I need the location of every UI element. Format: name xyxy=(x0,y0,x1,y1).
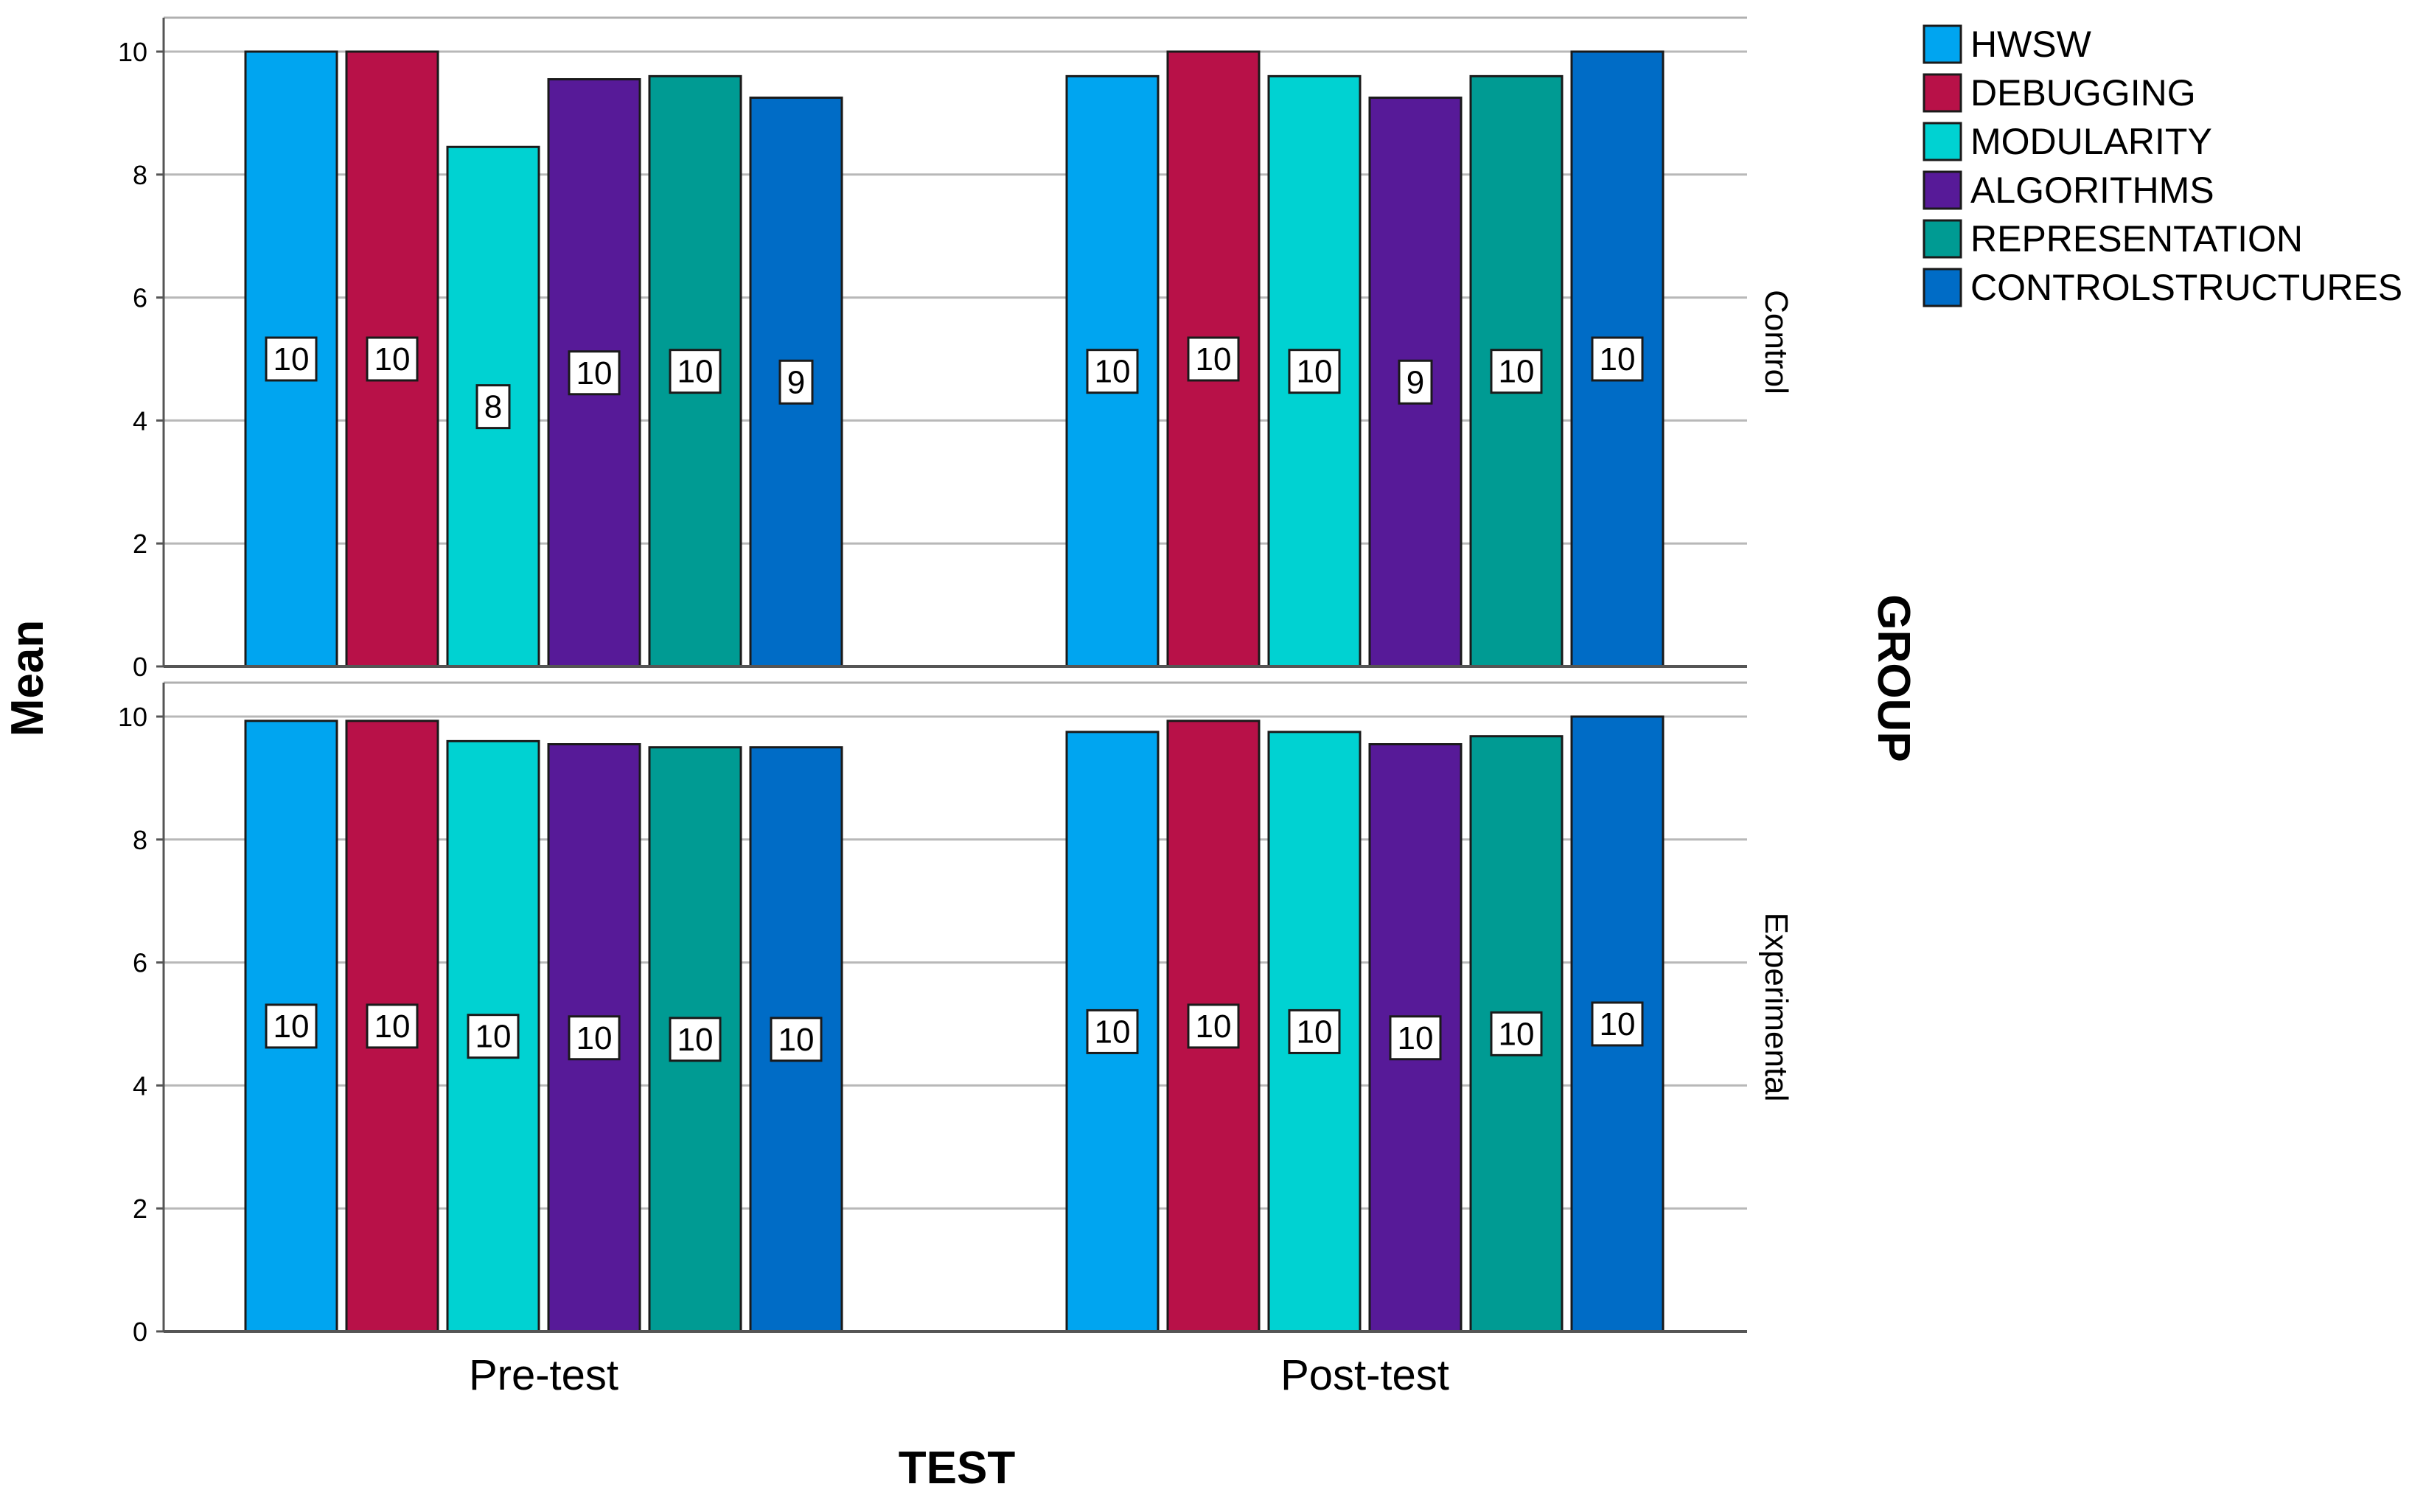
data-label: 10 xyxy=(1600,341,1636,377)
facet-label-control: Control xyxy=(1758,290,1794,394)
data-label: 10 xyxy=(1095,354,1131,390)
data-label-box xyxy=(1086,349,1139,394)
y-axis-title: Mean xyxy=(2,620,53,736)
legend-swatch-algorithms xyxy=(1923,170,1962,210)
panel-experimental: 0 2 4 6 8 10 10 10 10 10 10 10 10 10 10 10 10 10 Experimen… xyxy=(118,681,1794,1347)
data-label-box xyxy=(1288,349,1341,394)
data-label: 10 xyxy=(374,1008,411,1045)
legend-swatch-debugging xyxy=(1923,73,1962,113)
legend: HWSW DEBUGGING MODULARITY ALGORITHMS REPRESE… xyxy=(1923,24,2402,308)
legend-swatch-representation xyxy=(1923,219,1962,259)
data-label-box xyxy=(467,1014,520,1059)
data-label: 10 xyxy=(1297,1014,1333,1050)
data-label: 10 xyxy=(475,1019,512,1055)
data-label: 10 xyxy=(1095,1014,1131,1050)
data-label: 10 xyxy=(1600,1006,1636,1042)
data-label-box xyxy=(475,384,511,430)
data-label-box xyxy=(1490,1011,1543,1056)
y-tick-label: 2 xyxy=(133,529,147,559)
data-label-box xyxy=(770,1017,823,1062)
y-tick-label: 10 xyxy=(118,37,147,67)
data-label: 10 xyxy=(273,341,310,377)
data-label-box xyxy=(1398,359,1433,405)
data-label: 10 xyxy=(1196,1008,1232,1045)
y-tick-label: 4 xyxy=(133,1070,147,1101)
y-tick-label: 0 xyxy=(133,1317,147,1347)
legend-label-modularity: MODULARITY xyxy=(1970,121,2212,162)
legend-label-controlstructures: CONTROLSTRUCTURES xyxy=(1970,267,2402,308)
x-category-label: Post-test xyxy=(1280,1351,1449,1399)
data-label-box xyxy=(568,350,621,396)
x-axis-title: TEST xyxy=(899,1443,1016,1494)
y-tick-label: 4 xyxy=(133,405,147,436)
data-label: 9 xyxy=(1407,364,1424,400)
y-tick-label: 6 xyxy=(133,283,147,313)
data-label: 10 xyxy=(1499,354,1535,390)
data-label-box xyxy=(366,336,419,382)
data-label-box xyxy=(366,1003,419,1049)
data-label-box xyxy=(1591,1001,1644,1047)
data-label: 10 xyxy=(677,354,714,390)
y-tick-label: 0 xyxy=(133,652,147,682)
data-label-box xyxy=(265,1003,318,1049)
data-label: 10 xyxy=(1196,341,1232,377)
panel-control: 0 2 4 6 8 10 10 10 8 10 10 9 10 10 10 9 10 10 Control xyxy=(118,16,1794,682)
data-label-box xyxy=(778,359,814,405)
data-label: 10 xyxy=(374,341,411,377)
data-label-box xyxy=(265,336,318,382)
legend-swatch-controlstructures xyxy=(1923,268,1962,307)
data-label-box xyxy=(1591,336,1644,382)
legend-label-representation: REPRESENTATION xyxy=(1970,218,2303,259)
data-label-box xyxy=(568,1015,621,1061)
y-tick-label: 6 xyxy=(133,948,147,978)
data-label: 10 xyxy=(576,355,613,391)
legend-swatch-hwsw xyxy=(1923,24,1962,64)
chart-panels: 0 2 4 6 8 10 10 10 8 10 10 9 10 10 10 9 10 10 Control 0 2 4 6 8… xyxy=(118,16,1794,1399)
data-label: 9 xyxy=(787,364,805,400)
y-tick-label: 10 xyxy=(118,702,147,732)
data-label-box xyxy=(1288,1008,1341,1054)
data-label: 10 xyxy=(576,1020,613,1056)
data-label-box xyxy=(1187,336,1240,382)
y-tick-label: 2 xyxy=(133,1194,147,1224)
legend-swatch-modularity xyxy=(1923,122,1962,161)
data-label-box xyxy=(1389,1015,1442,1061)
group-facet-title: GROUP xyxy=(1868,594,1919,762)
x-category-label: Pre-test xyxy=(469,1351,618,1399)
legend-label-debugging: DEBUGGING xyxy=(1970,72,2196,114)
bar-controlstructures-pretest-control xyxy=(749,97,843,668)
data-label-box xyxy=(1187,1003,1240,1049)
data-label: 10 xyxy=(778,1022,815,1058)
legend-label-hwsw: HWSW xyxy=(1970,24,2092,65)
data-label-box xyxy=(1086,1008,1139,1054)
data-label-box xyxy=(669,349,722,394)
data-label: 10 xyxy=(1297,354,1333,390)
legend-label-algorithms: ALGORITHMS xyxy=(1970,170,2214,211)
data-label: 10 xyxy=(273,1008,310,1045)
data-label-box xyxy=(669,1017,722,1062)
y-tick-label: 8 xyxy=(133,160,147,190)
facet-label-experimental: Experimental xyxy=(1758,913,1794,1102)
bar-algorithms-posttest-control xyxy=(1368,97,1463,668)
data-label: 10 xyxy=(1398,1020,1434,1056)
y-tick-label: 8 xyxy=(133,825,147,855)
data-label: 10 xyxy=(1499,1016,1535,1052)
data-label-box xyxy=(1490,349,1543,394)
data-label: 8 xyxy=(484,389,502,425)
data-label: 10 xyxy=(677,1022,714,1058)
bar-modularity-pretest-control xyxy=(446,145,540,668)
